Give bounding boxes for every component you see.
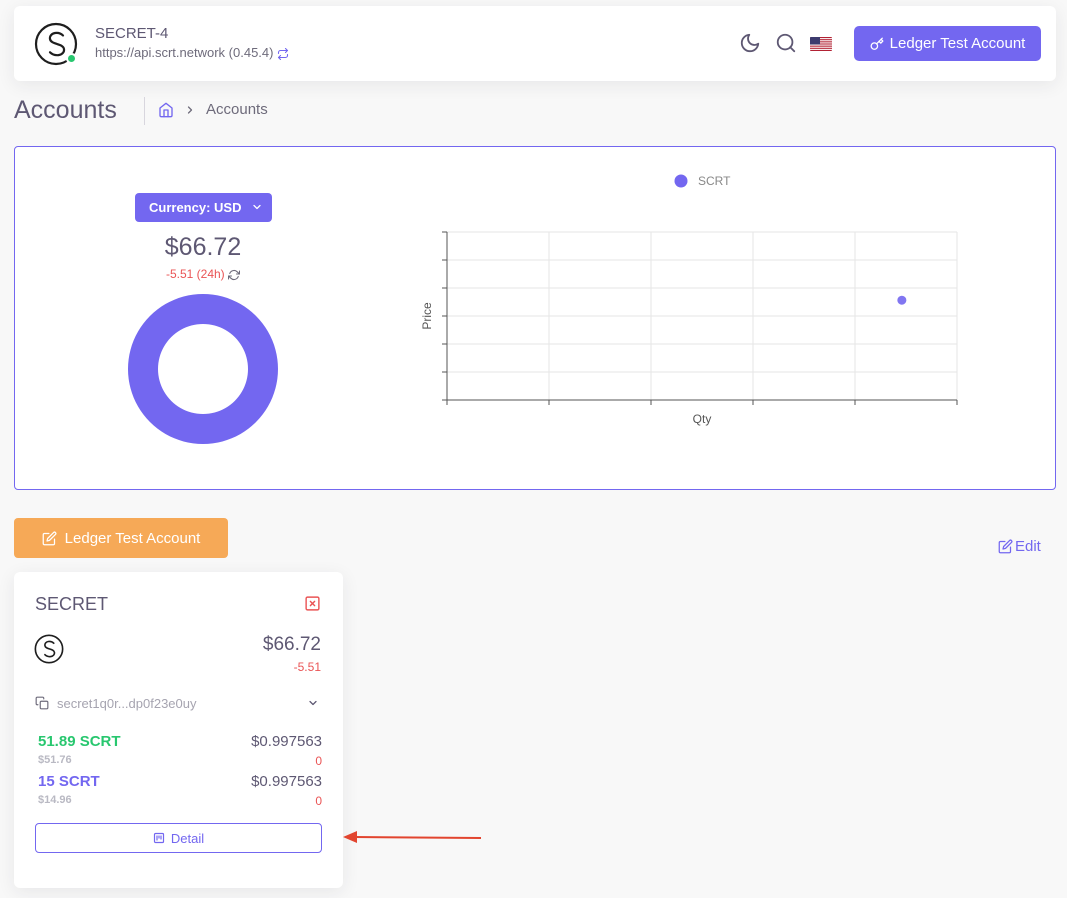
chevron-right-icon	[187, 105, 193, 114]
chevron-down-icon[interactable]	[307, 697, 319, 709]
breadcrumb-item-accounts: Accounts	[206, 101, 268, 118]
page-title: Accounts	[14, 96, 117, 124]
legend-marker	[674, 174, 688, 188]
asset-price-change: 0	[315, 794, 322, 808]
portfolio-card: Currency: USD $66.72 -5.51 (24h) Qty Pric…	[14, 146, 1056, 490]
edit-icon	[998, 539, 1013, 554]
detail-label: Detail	[170, 830, 205, 846]
key-icon	[870, 37, 884, 50]
asset-amount: 15 SCRT	[38, 773, 100, 790]
navbar: SECRET-4 https://api.scrt.network (0.45.…	[14, 6, 1056, 81]
scatter-point	[897, 295, 907, 305]
chevron-down-icon	[253, 204, 261, 210]
asset-price: $0.997563	[251, 773, 322, 790]
switch-endpoint-icon[interactable]	[277, 47, 289, 60]
currency-label: Currency: USD	[149, 200, 242, 215]
legend-label: SCRT	[698, 174, 731, 188]
edit-accounts-link[interactable]: Edit	[998, 538, 1041, 555]
asset-price: $0.997563	[251, 733, 322, 750]
wallet-address: secret1q0r...dp0f23e0uy	[57, 695, 197, 711]
portfolio-total-value: $66.72	[164, 233, 242, 261]
detail-button[interactable]: Detail	[35, 823, 322, 853]
asset-amount: 51.89 SCRT	[38, 733, 121, 750]
wallet-chain-title: SECRET	[35, 594, 109, 614]
y-axis-label: Price	[420, 302, 434, 330]
chain-url-text: https://api.scrt.network (0.45.4)	[95, 45, 274, 60]
refresh-icon[interactable]	[227, 269, 241, 281]
account-name-label: Ledger Test Account	[64, 529, 201, 547]
dark-mode-moon-icon[interactable]	[739, 32, 761, 54]
remove-wallet-icon[interactable]	[304, 595, 321, 612]
edit-icon	[42, 531, 57, 545]
us-flag-icon[interactable]	[810, 37, 832, 51]
online-status-dot	[66, 53, 77, 64]
secret-network-logo	[34, 22, 78, 66]
donut-slice	[127, 294, 278, 444]
wallet-total-value: $66.72	[262, 634, 321, 655]
secret-token-logo	[34, 634, 64, 664]
portfolio-donut-chart	[127, 294, 278, 444]
chain-endpoint[interactable]: https://api.scrt.network (0.45.4)	[95, 45, 289, 60]
detail-icon	[153, 832, 164, 844]
annotation-arrow-icon	[343, 831, 482, 843]
copy-icon[interactable]	[35, 696, 49, 710]
asset-usd-value: $51.76	[38, 754, 72, 766]
title-divider	[144, 97, 145, 125]
currency-dropdown[interactable]: Currency: USD	[135, 193, 272, 222]
wallet-address-row[interactable]: secret1q0r...dp0f23e0uy	[35, 694, 321, 712]
search-icon[interactable]	[775, 32, 797, 54]
account-name-button[interactable]: Ledger Test Account	[14, 518, 228, 558]
asset-price-change: 0	[315, 754, 322, 768]
portfolio-change: -5.51 (24h)	[125, 267, 281, 281]
asset-usd-value: $14.96	[38, 794, 72, 806]
chain-name: SECRET-4	[95, 25, 169, 42]
account-switch-button[interactable]: Ledger Test Account	[854, 26, 1041, 61]
home-icon[interactable]	[158, 102, 174, 118]
portfolio-change-text: -5.51 (24h)	[165, 267, 225, 281]
breadcrumb: Accounts	[158, 101, 268, 118]
edit-label: Edit	[1015, 538, 1041, 555]
account-switch-label: Ledger Test Account	[889, 35, 1026, 52]
price-qty-scatter-chart: Qty Price SCRT	[420, 174, 958, 426]
wallet-change: -5.51	[293, 660, 321, 674]
wallet-card: SECRET $66.72 -5.51 secret1q0r...dp0f23e…	[14, 572, 343, 888]
x-axis-label: Qty	[693, 412, 712, 426]
